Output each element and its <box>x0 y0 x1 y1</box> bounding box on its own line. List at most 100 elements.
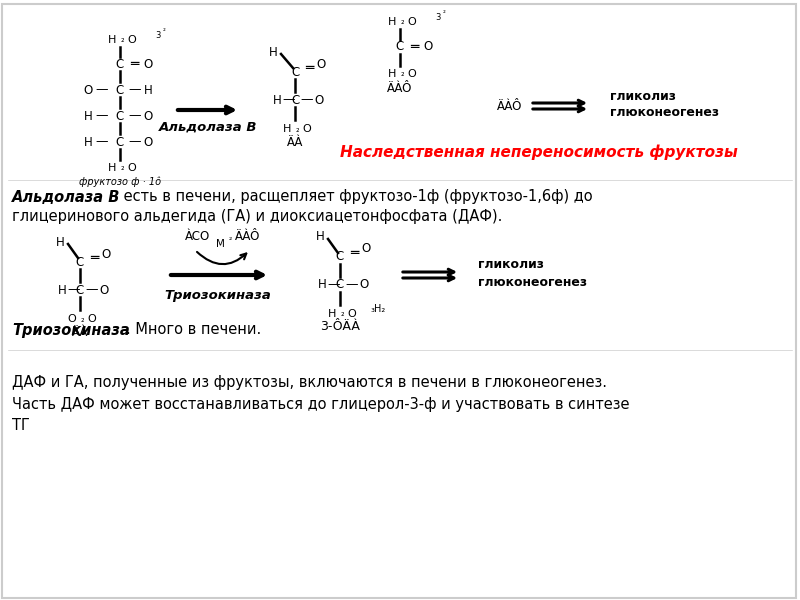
Text: H: H <box>328 309 336 319</box>
Text: C: C <box>336 251 344 263</box>
Text: есть в печени, расщепляет фруктозо-1ф (фруктозо-1,6ф) до: есть в печени, расщепляет фруктозо-1ф (ф… <box>119 190 593 205</box>
Text: 3-ÔÄÀ: 3-ÔÄÀ <box>320 320 360 334</box>
Text: H: H <box>269 46 278 58</box>
Text: C: C <box>76 283 84 296</box>
Text: ═: ═ <box>410 40 418 54</box>
Text: ÄÀÔ: ÄÀÔ <box>235 230 261 244</box>
Text: ₃H₂: ₃H₂ <box>370 304 386 314</box>
Text: —: — <box>96 136 108 148</box>
Text: C: C <box>291 94 299 107</box>
Text: ÄÀÔ: ÄÀÔ <box>498 100 522 113</box>
Text: Наследственная непереносимость фруктозы: Наследственная непереносимость фруктозы <box>340 144 738 160</box>
Text: H: H <box>84 109 92 122</box>
Text: ²: ² <box>228 235 232 245</box>
Text: Альдолаза В: Альдолаза В <box>158 121 258 133</box>
Text: O: O <box>314 94 324 107</box>
Text: ÀCO: ÀCO <box>186 230 210 244</box>
Text: —: — <box>96 83 108 97</box>
Text: C: C <box>291 65 299 79</box>
Text: O: O <box>68 314 76 324</box>
Text: O: O <box>423 40 433 53</box>
Text: глюконеогенез: глюконеогенез <box>478 275 587 289</box>
Text: 3: 3 <box>155 31 161 40</box>
Text: —: — <box>86 283 98 296</box>
Text: ²: ² <box>442 11 446 17</box>
Text: O: O <box>359 278 369 292</box>
Text: ₂: ₂ <box>80 314 84 323</box>
Text: C: C <box>76 256 84 269</box>
Text: O: O <box>348 309 356 319</box>
Text: C: C <box>116 58 124 70</box>
Text: ₂: ₂ <box>340 310 344 319</box>
Text: H: H <box>388 69 396 79</box>
Text: O: O <box>143 136 153 148</box>
Text: —: — <box>96 109 108 122</box>
Text: H: H <box>56 235 64 248</box>
Text: ₂: ₂ <box>400 17 404 26</box>
Text: —: — <box>129 136 142 148</box>
Text: Альдолаза В: Альдолаза В <box>12 190 120 205</box>
Text: глицеринового альдегида (ГА) и диоксиацетонфосфата (ДАФ).: глицеринового альдегида (ГА) и диоксиаце… <box>12 208 502 223</box>
Text: O: O <box>408 17 416 27</box>
Text: —: — <box>346 278 358 292</box>
Text: —: — <box>129 109 142 122</box>
Text: Триозокиназа: Триозокиназа <box>165 289 271 301</box>
Text: C: C <box>336 278 344 292</box>
Text: —: — <box>328 278 340 292</box>
Text: ÄÀ: ÄÀ <box>287 136 303 148</box>
Text: гликолиз: гликолиз <box>610 89 676 103</box>
Text: H: H <box>108 35 116 45</box>
Text: —: — <box>129 83 142 97</box>
Text: 3: 3 <box>435 13 441 22</box>
Text: ДАФ и ГА, полученные из фруктозы, включаются в печени в глюконеогенез.: ДАФ и ГА, полученные из фруктозы, включа… <box>12 374 607 389</box>
Text: C: C <box>396 40 404 53</box>
Text: ₂: ₂ <box>120 163 124 173</box>
Text: ═: ═ <box>350 246 358 260</box>
Text: H: H <box>58 283 66 296</box>
Text: H: H <box>273 94 282 107</box>
Text: —: — <box>301 94 314 107</box>
Text: O: O <box>102 247 110 260</box>
Text: H: H <box>144 83 152 97</box>
Text: фруктозо ф · 1ô: фруктозо ф · 1ô <box>79 177 161 187</box>
Text: H: H <box>316 230 324 244</box>
Text: гликолиз: гликолиз <box>478 257 544 271</box>
Text: H: H <box>318 278 326 292</box>
Text: O: O <box>88 314 96 324</box>
Text: C: C <box>116 109 124 122</box>
Text: ═: ═ <box>305 61 313 75</box>
Text: C: C <box>116 136 124 148</box>
Text: —: — <box>282 94 295 107</box>
Text: ÄÀÔ: ÄÀÔ <box>387 82 413 94</box>
Text: H: H <box>84 136 92 148</box>
Text: Часть ДАФ может восстанавливаться до глицерол-3-ф и участвовать в синтезе: Часть ДАФ может восстанавливаться до гли… <box>12 397 630 412</box>
Text: O: O <box>99 283 109 296</box>
Text: O: O <box>362 242 370 256</box>
Text: O: O <box>128 163 136 173</box>
Text: ═: ═ <box>90 251 98 265</box>
Text: O: O <box>143 58 153 70</box>
Text: M: M <box>215 239 225 249</box>
Text: O: O <box>316 58 326 70</box>
Text: ₂: ₂ <box>120 35 124 44</box>
Text: ÄÀ: ÄÀ <box>72 325 88 338</box>
Text: H: H <box>283 124 291 134</box>
Text: глюконеогенез: глюконеогенез <box>610 107 719 119</box>
Text: O: O <box>83 83 93 97</box>
FancyArrowPatch shape <box>197 252 246 264</box>
Text: O: O <box>302 124 311 134</box>
Text: ТГ: ТГ <box>12 419 30 433</box>
Text: ₂: ₂ <box>400 70 404 79</box>
Text: ═: ═ <box>130 57 138 71</box>
Text: —: — <box>68 283 80 296</box>
Text: . Много в печени.: . Много в печени. <box>126 323 262 337</box>
Text: O: O <box>408 69 416 79</box>
Text: Триозокиназа: Триозокиназа <box>12 323 130 337</box>
Text: O: O <box>143 109 153 122</box>
Text: ²: ² <box>162 29 166 35</box>
Text: O: O <box>128 35 136 45</box>
Text: ₂: ₂ <box>295 124 299 133</box>
Text: H: H <box>388 17 396 27</box>
Text: C: C <box>116 83 124 97</box>
Text: H: H <box>108 163 116 173</box>
